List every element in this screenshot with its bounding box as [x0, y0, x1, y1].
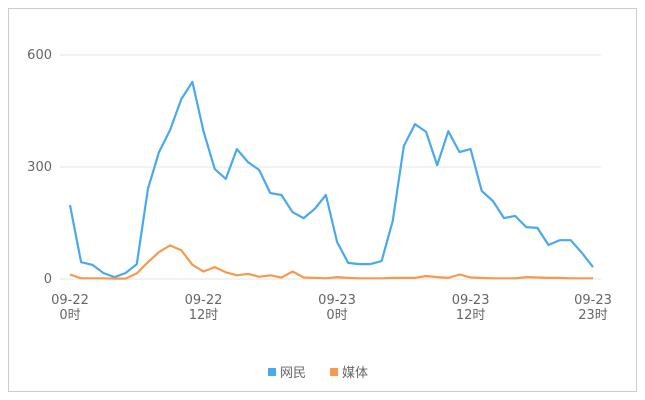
x-tick-label: 09-23 23时 — [574, 293, 612, 323]
y-tick-label: 300 — [27, 160, 52, 175]
series-line — [69, 244, 593, 280]
y-tick-label: 600 — [27, 48, 52, 63]
x-tick-label: 09-23 12时 — [452, 293, 490, 323]
legend-label[interactable]: 媒体 — [342, 366, 368, 381]
x-tick-label: 09-23 0时 — [318, 293, 356, 323]
series-line — [68, 80, 594, 279]
legend-swatch[interactable] — [268, 368, 276, 376]
legend-swatch[interactable] — [330, 368, 338, 376]
legend-label[interactable]: 网民 — [280, 366, 306, 381]
x-tick-label: 09-22 0时 — [51, 293, 89, 323]
x-tick-label: 09-22 12时 — [185, 293, 223, 323]
y-tick-label: 0 — [44, 272, 52, 287]
